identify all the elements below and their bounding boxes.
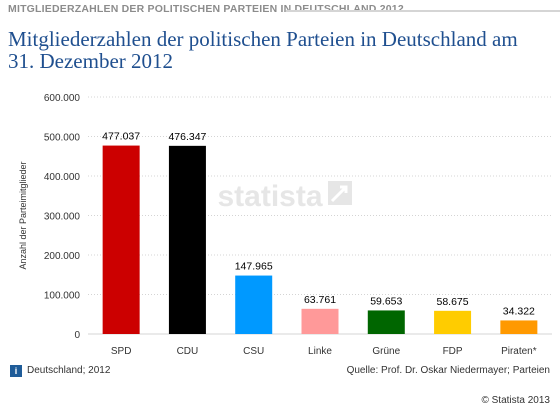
x-tick-label: Grüne	[372, 346, 400, 357]
x-tick-label: Linke	[308, 346, 332, 357]
x-tick-label: CSU	[243, 346, 264, 357]
banner-rule	[286, 10, 560, 12]
x-tick-label: SPD	[111, 346, 132, 357]
data-label: 63.761	[304, 294, 336, 306]
bar	[102, 145, 140, 334]
x-tick-label: CDU	[177, 346, 199, 357]
data-label: 147.965	[235, 261, 273, 273]
y-axis-label: Anzahl der Parteimitglieder	[18, 161, 28, 269]
y-tick-label: 200.000	[44, 251, 81, 262]
bar	[235, 275, 273, 334]
y-tick-label: 300.000	[44, 212, 81, 223]
bar	[500, 320, 538, 334]
source-label: Quelle: Prof. Dr. Oskar Niedermayer; Par…	[346, 365, 550, 376]
bar	[301, 308, 339, 334]
bar-chart: 0 100.000 200.000 300.000 400.000 500.000 600.…	[18, 93, 552, 357]
y-tick-label: 600.000	[44, 93, 81, 104]
bar	[168, 145, 206, 334]
banner-text: MITGLIEDERZAHLEN DER POLITISCHEN PARTEIE…	[8, 3, 404, 15]
x-tick-label: FDP	[443, 346, 463, 357]
data-label: 34.322	[503, 305, 535, 317]
data-label: 476.347	[168, 131, 206, 143]
data-label: 59.653	[370, 295, 402, 307]
y-tick-label: 400.000	[44, 172, 81, 183]
data-label: 477.037	[102, 131, 140, 143]
data-label: 58.675	[437, 296, 469, 308]
copyright-label: © Statista 2013	[481, 395, 550, 406]
chart-title: Mitgliederzahlen der politischen Parteie…	[8, 27, 518, 73]
bar	[367, 310, 405, 334]
y-tick-label: 0	[74, 330, 80, 341]
banner: MITGLIEDERZAHLEN DER POLITISCHEN PARTEIE…	[8, 3, 560, 17]
y-tick-label: 500.000	[44, 133, 81, 144]
watermark-arrow	[330, 185, 348, 203]
region-label: Deutschland; 2012	[27, 365, 111, 376]
bar	[434, 310, 472, 334]
x-tick-label: Piraten*	[501, 346, 537, 357]
info-icon[interactable]: i	[10, 365, 22, 377]
y-tick-label: 100.000	[44, 291, 81, 302]
watermark-text: statista	[217, 180, 322, 213]
